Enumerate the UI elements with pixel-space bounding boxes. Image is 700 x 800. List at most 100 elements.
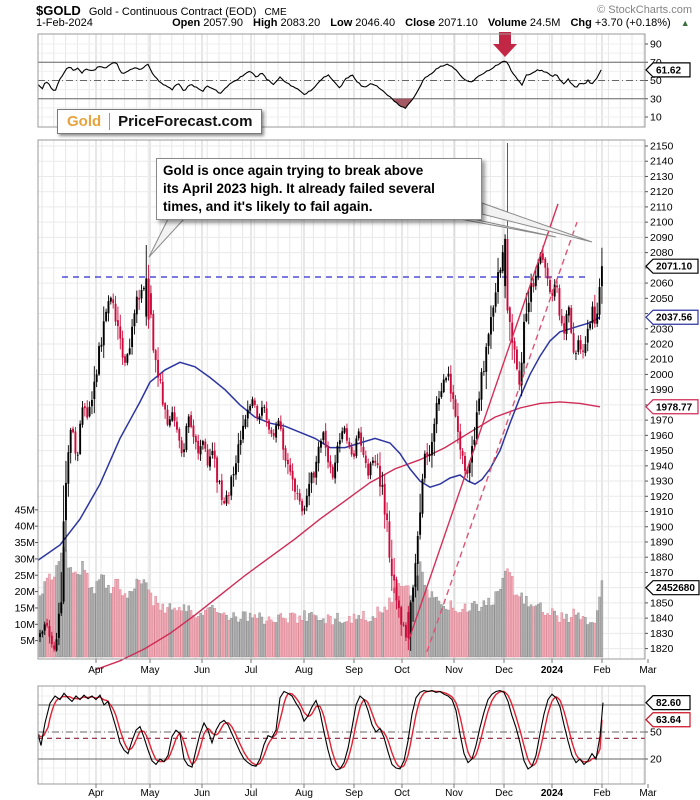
svg-text:1880: 1880 — [650, 552, 674, 564]
svg-text:May: May — [141, 788, 160, 799]
svg-text:1900: 1900 — [650, 521, 674, 533]
svg-text:2150: 2150 — [650, 141, 674, 153]
svg-text:Apr: Apr — [88, 665, 104, 676]
ma200-line — [94, 401, 601, 671]
ma50-line — [37, 316, 601, 561]
svg-text:Dec: Dec — [495, 788, 513, 799]
svg-text:10: 10 — [650, 112, 662, 124]
svg-text:2071.10: 2071.10 — [656, 262, 693, 273]
svg-text:Sep: Sep — [345, 665, 363, 676]
volume-bars — [38, 547, 604, 658]
svg-text:Dec: Dec — [495, 665, 513, 676]
svg-text:Mar: Mar — [639, 788, 657, 799]
svg-text:50: 50 — [650, 727, 662, 739]
svg-text:2050: 2050 — [650, 293, 674, 305]
svg-text:2024: 2024 — [541, 665, 564, 676]
quote-low: Low 2046.40 — [330, 17, 396, 29]
quote-close: Close 2071.10 — [405, 17, 478, 29]
svg-text:May: May — [141, 665, 160, 676]
quote-date: 1-Feb-2024 — [36, 17, 93, 29]
annotation-line1: Gold is once again trying to break above — [163, 163, 424, 178]
quote-open: Open 2057.90 — [172, 17, 243, 29]
svg-text:10M: 10M — [15, 619, 35, 631]
svg-text:2020: 2020 — [650, 338, 674, 350]
svg-text:Apr: Apr — [88, 788, 104, 799]
change-up-arrow-icon: ▲ — [680, 18, 690, 28]
svg-text:40M: 40M — [15, 521, 35, 533]
callout-pointer — [481, 202, 593, 243]
svg-text:45M: 45M — [15, 504, 35, 516]
svg-text:Nov: Nov — [445, 788, 463, 799]
svg-text:30: 30 — [650, 93, 662, 105]
svg-text:1960: 1960 — [650, 430, 674, 442]
svg-text:2130: 2130 — [650, 171, 674, 183]
svg-text:15M: 15M — [15, 602, 35, 614]
svg-text:5M: 5M — [20, 635, 35, 647]
svg-text:Jul: Jul — [245, 788, 258, 799]
svg-text:90: 90 — [650, 39, 662, 51]
svg-text:Mar: Mar — [639, 665, 657, 676]
svg-text:Jun: Jun — [194, 665, 210, 676]
svg-text:1950: 1950 — [650, 445, 674, 457]
svg-text:1910: 1910 — [650, 506, 674, 518]
exchange: CME — [264, 7, 287, 18]
quote-high: High 2083.20 — [253, 17, 321, 29]
svg-text:1940: 1940 — [650, 460, 674, 472]
trendline-solid — [408, 203, 559, 640]
svg-text:2090: 2090 — [650, 232, 674, 244]
svg-text:2100: 2100 — [650, 217, 674, 229]
svg-text:2080: 2080 — [650, 247, 674, 259]
annotation-line3: times, and it's likely to fail again. — [163, 198, 373, 214]
svg-text:1890: 1890 — [650, 536, 674, 548]
svg-text:20: 20 — [650, 754, 662, 766]
annotation-line2: its April 2023 high. It already failed s… — [163, 180, 435, 196]
red-down-arrow-icon — [493, 32, 517, 57]
svg-text:25M: 25M — [15, 570, 35, 582]
svg-text:1970: 1970 — [650, 415, 674, 427]
stoch-panel: 50 20 82.60 63.64 Apr May Jun Jul Aug Sep Oct Nov De… — [37, 685, 691, 799]
svg-text:2037.56: 2037.56 — [656, 313, 693, 324]
svg-text:1990: 1990 — [650, 384, 674, 396]
svg-text:63.64: 63.64 — [656, 715, 681, 726]
candlesticks — [39, 142, 603, 652]
svg-text:Oct: Oct — [394, 665, 410, 676]
svg-text:35M: 35M — [15, 537, 35, 549]
svg-text:2452680: 2452680 — [656, 583, 695, 594]
svg-text:20M: 20M — [15, 586, 35, 598]
svg-text:Oct: Oct — [394, 788, 410, 799]
svg-text:1978.77: 1978.77 — [656, 402, 693, 413]
svg-text:30M: 30M — [15, 553, 35, 565]
svg-text:1870: 1870 — [650, 567, 674, 579]
svg-text:61.62: 61.62 — [656, 65, 681, 76]
svg-text:2120: 2120 — [650, 186, 674, 198]
svg-text:2060: 2060 — [650, 278, 674, 290]
svg-text:1850: 1850 — [650, 597, 674, 609]
svg-text:82.60: 82.60 — [656, 698, 681, 709]
svg-text:1830: 1830 — [650, 628, 674, 640]
svg-text:Nov: Nov — [445, 665, 463, 676]
svg-text:1840: 1840 — [650, 613, 674, 625]
annotation-callout: Gold is once again trying to break above… — [156, 158, 482, 220]
svg-text:1930: 1930 — [650, 476, 674, 488]
svg-text:50: 50 — [650, 75, 662, 87]
brand-logo-rest: PriceForecast.com — [118, 113, 253, 130]
svg-text:Feb: Feb — [593, 665, 611, 676]
copyright: © StockCharts.com — [597, 4, 692, 16]
brand-logo-gold: Gold — [67, 113, 111, 130]
svg-text:Aug: Aug — [295, 788, 313, 799]
symbol-name: Gold - Continuous Contract (EOD) — [88, 6, 257, 18]
svg-text:2030: 2030 — [650, 323, 674, 335]
svg-text:Feb: Feb — [593, 788, 611, 799]
svg-text:2110: 2110 — [650, 201, 673, 213]
stoch-slow-line — [37, 690, 603, 769]
symbol: $GOLD — [36, 3, 81, 18]
svg-text:2000: 2000 — [650, 369, 674, 381]
price-panel: 1820 1830 1840 1850 1870 1880 1890 1900 1910 1920… — [15, 139, 700, 676]
svg-text:2010: 2010 — [650, 354, 674, 366]
svg-text:1920: 1920 — [650, 491, 674, 503]
svg-text:1820: 1820 — [650, 643, 674, 655]
svg-text:2024: 2024 — [541, 788, 564, 799]
quote-summary: 1-Feb-2024 Open 2057.90 High 2083.20 Low 20… — [36, 17, 692, 29]
trendline-dashed — [426, 221, 578, 652]
